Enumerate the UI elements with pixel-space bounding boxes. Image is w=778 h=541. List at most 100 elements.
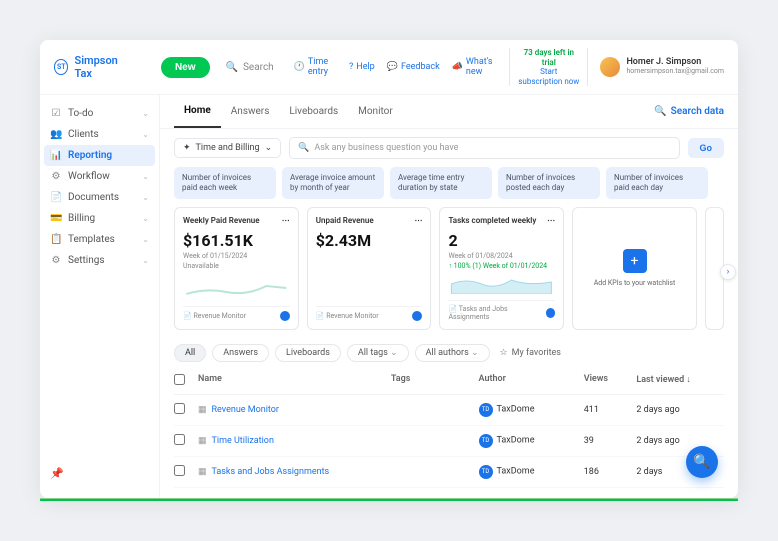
more-icon[interactable]: ⋯ xyxy=(282,216,290,225)
templates-icon: 📋 xyxy=(50,234,62,245)
col-views[interactable]: Views xyxy=(584,374,637,388)
suggestion-chip[interactable]: Number of invoices paid each day xyxy=(606,167,708,198)
filter-tags-dropdown[interactable]: All tags xyxy=(347,344,409,362)
chevron-down-icon: ⌄ xyxy=(142,172,149,181)
card-source: 📄 Tasks and Jobs Assignments xyxy=(448,305,545,321)
scroll-right-button[interactable]: › xyxy=(720,264,736,280)
status-dot xyxy=(546,308,556,318)
search-icon: 🔍 xyxy=(226,62,238,73)
sidebar-item-clients[interactable]: 👥Clients⌄ xyxy=(40,124,159,145)
liveboard-icon: ▦ xyxy=(198,436,207,446)
new-button[interactable]: New xyxy=(161,57,210,78)
filter-answers[interactable]: Answers xyxy=(212,344,269,362)
table-filters: All Answers Liveboards All tags All auth… xyxy=(160,338,738,368)
megaphone-icon: 📣 xyxy=(452,62,463,72)
user-email: homersimpson.tax@gmail.com xyxy=(626,68,724,76)
sidebar-item-todo[interactable]: ☑To-do⌄ xyxy=(40,103,159,124)
sidebar-item-reporting[interactable]: 📊Reporting xyxy=(44,145,155,166)
brand[interactable]: ST Simpson Tax xyxy=(54,54,131,80)
bottom-accent-bar xyxy=(40,498,738,501)
search-icon: 🔍 xyxy=(654,106,666,117)
col-author[interactable]: Author xyxy=(479,374,584,388)
row-author: TaxDome xyxy=(497,435,535,445)
sidebar-item-workflow[interactable]: ⚙Workflow⌄ xyxy=(40,166,159,187)
clock-icon: 🕐 xyxy=(294,62,305,72)
sidebar-item-templates[interactable]: 📋Templates⌄ xyxy=(40,229,159,250)
sparkline xyxy=(448,270,555,294)
sidebar-item-documents[interactable]: 📄Documents⌄ xyxy=(40,187,159,208)
row-name[interactable]: Tasks and Jobs Assignments xyxy=(212,467,330,477)
feedback-link[interactable]: 💬Feedback xyxy=(387,62,440,72)
author-badge: TD xyxy=(479,465,493,479)
card-title: Unpaid Revenue xyxy=(316,216,374,225)
ask-row: ✦Time and Billing⌄ 🔍Ask any business que… xyxy=(160,129,738,167)
suggestion-chip[interactable]: Average invoice amount by month of year xyxy=(282,167,384,198)
suggestion-chips: Number of invoices paid each week Averag… xyxy=(160,167,738,206)
select-all-checkbox[interactable] xyxy=(174,374,185,385)
kpi-card[interactable]: Weekly Paid Revenue⋯ $161.51K Week of 01… xyxy=(174,207,299,330)
author-badge: TD xyxy=(479,403,493,417)
card-sub: Week of 01/15/2024 xyxy=(183,252,290,260)
todo-icon: ☑ xyxy=(50,108,62,119)
time-entry-link[interactable]: 🕐Time entry xyxy=(294,57,337,77)
whats-new-link[interactable]: 📣What's new xyxy=(452,57,498,77)
search-placeholder: Search xyxy=(243,62,274,73)
col-tags[interactable]: Tags xyxy=(391,374,479,388)
chevron-down-icon: ⌄ xyxy=(142,109,149,118)
search-icon: 🔍 xyxy=(298,143,309,153)
author-badge: TD xyxy=(479,434,493,448)
search-data-button[interactable]: 🔍Search data xyxy=(654,106,724,117)
row-checkbox[interactable] xyxy=(174,403,185,414)
support-fab[interactable]: 🔍 xyxy=(686,446,718,478)
col-name[interactable]: Name xyxy=(198,374,391,388)
row-checkbox[interactable] xyxy=(174,434,185,445)
help-link[interactable]: ?Help xyxy=(349,62,375,72)
row-name[interactable]: Revenue Monitor xyxy=(212,405,279,415)
pin-icon[interactable]: 📌 xyxy=(50,467,64,480)
tab-liveboards[interactable]: Liveboards xyxy=(279,96,348,127)
tab-answers[interactable]: Answers xyxy=(221,96,280,127)
suggestion-chip[interactable]: Number of invoices paid each week xyxy=(174,167,276,198)
more-icon[interactable]: ⋯ xyxy=(414,216,422,225)
liveboard-icon: ▦ xyxy=(198,405,207,415)
table-row[interactable]: ▦Tasks and Jobs Assignments TDTaxDome 18… xyxy=(174,457,724,488)
row-name[interactable]: Time Utilization xyxy=(212,436,274,446)
sidebar-item-settings[interactable]: ⚙Settings⌄ xyxy=(40,250,159,271)
row-last: 2 days ago xyxy=(636,436,724,446)
kpi-cards: Weekly Paid Revenue⋯ $161.51K Week of 01… xyxy=(160,207,738,338)
ask-input[interactable]: 🔍Ask any business question you have xyxy=(289,137,679,159)
suggestion-chip[interactable]: Number of invoices posted each day xyxy=(498,167,600,198)
sidebar-item-billing[interactable]: 💳Billing⌄ xyxy=(40,208,159,229)
star-icon: ☆ xyxy=(500,348,508,358)
col-last[interactable]: Last viewed ↓ xyxy=(636,374,724,388)
table-row[interactable]: ▦Time Utilization TDTaxDome 39 2 days ag… xyxy=(174,426,724,457)
source-dropdown[interactable]: ✦Time and Billing⌄ xyxy=(174,138,281,158)
card-sub2: Unavailable xyxy=(183,262,290,270)
my-favorites-toggle[interactable]: ☆My favorites xyxy=(500,348,561,358)
table-row[interactable]: ▦Revenue Monitor TDTaxDome 411 2 days ag… xyxy=(174,395,724,426)
tab-home[interactable]: Home xyxy=(174,95,221,128)
tab-monitor[interactable]: Monitor xyxy=(348,96,403,127)
row-checkbox[interactable] xyxy=(174,465,185,476)
kpi-card[interactable]: Unpaid Revenue⋯ $2.43M 📄 Revenue Monitor xyxy=(307,207,432,330)
table-header: Name Tags Author Views Last viewed ↓ xyxy=(174,368,724,395)
go-button[interactable]: Go xyxy=(688,138,725,158)
filter-liveboards[interactable]: Liveboards xyxy=(275,344,341,362)
filter-all[interactable]: All xyxy=(174,344,206,362)
avatar xyxy=(600,57,620,77)
workflow-icon: ⚙ xyxy=(50,171,62,182)
chevron-down-icon: ⌄ xyxy=(142,214,149,223)
kpi-card[interactable]: Tasks completed weekly⋯ 2 Week of 01/08/… xyxy=(439,207,564,330)
global-search[interactable]: 🔍 Search xyxy=(226,62,274,73)
suggestion-chip[interactable]: Average time entry duration by state xyxy=(390,167,492,198)
doc-icon: 📄 xyxy=(183,312,192,320)
main: Home Answers Liveboards Monitor 🔍Search … xyxy=(160,95,738,498)
doc-icon: 📄 xyxy=(316,312,325,320)
more-icon[interactable]: ⋯ xyxy=(547,216,555,225)
trial-status[interactable]: 73 days left in trial Start subscription… xyxy=(509,48,588,86)
user-menu[interactable]: Homer J. Simpson homersimpson.tax@gmail.… xyxy=(600,57,724,77)
filter-authors-dropdown[interactable]: All authors xyxy=(415,344,490,362)
add-kpi-card[interactable]: + Add KPIs to your watchlist xyxy=(572,207,697,330)
source-icon: ✦ xyxy=(183,143,191,153)
chevron-down-icon: ⌄ xyxy=(142,235,149,244)
